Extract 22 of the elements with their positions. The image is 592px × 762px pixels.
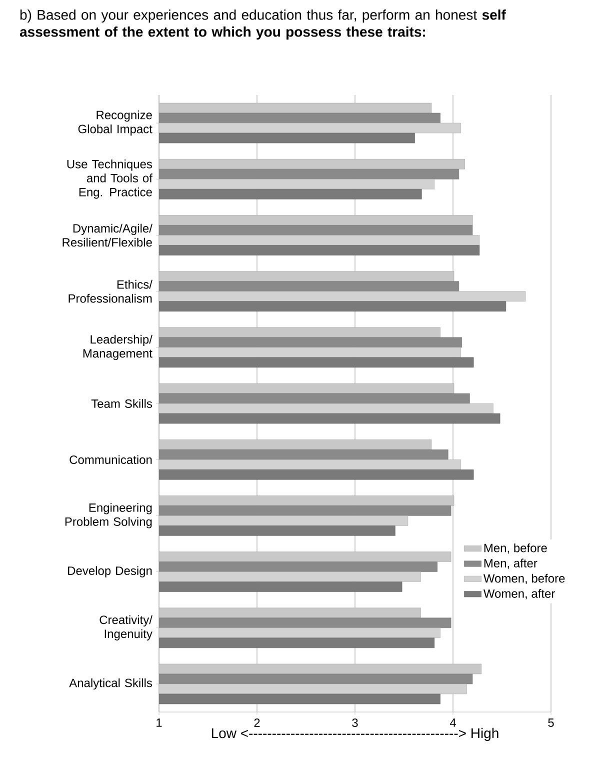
x-tick-label: 3 <box>352 718 358 728</box>
y-tick-label: Communication <box>70 455 152 464</box>
x-tick-label: 5 <box>548 718 554 727</box>
y-tick-label: Team Skills <box>91 399 152 408</box>
x-axis-title: Low <---------------------------------------------> High <box>212 728 498 741</box>
y-tick-label: Recognize Global Impact <box>78 110 152 136</box>
y-tick-label: Use Techniques and Tools of Eng. Practice <box>67 160 152 199</box>
y-tick-label: Develop Design <box>68 566 152 578</box>
y-tick-label: Leadership/ Management <box>83 334 152 360</box>
x-tick-label: 4 <box>450 718 456 727</box>
legend-label: Men, before <box>484 543 547 554</box>
x-tick-label: 2 <box>254 718 260 727</box>
y-tick-label: Creativity/ Ingenuity <box>100 615 152 640</box>
y-tick-label: Analytical Skills <box>69 678 152 690</box>
y-tick-label: Engineering Problem Solving <box>65 503 152 528</box>
chart-title: b) Based on your experiences and education thus far, perform an honest self assessment of the extent to which you possess these traits: <box>20 10 506 40</box>
y-tick-label: Dynamic/Agile/ Resilient/Flexible <box>62 224 152 247</box>
y-tick-label: Ethics/ Professionalism <box>68 280 152 303</box>
x-tick-label: 1 <box>156 718 162 727</box>
legend-label: Men, after <box>484 558 538 569</box>
legend-label: Women, after <box>483 589 556 600</box>
legend-label: Women, before <box>483 574 565 584</box>
